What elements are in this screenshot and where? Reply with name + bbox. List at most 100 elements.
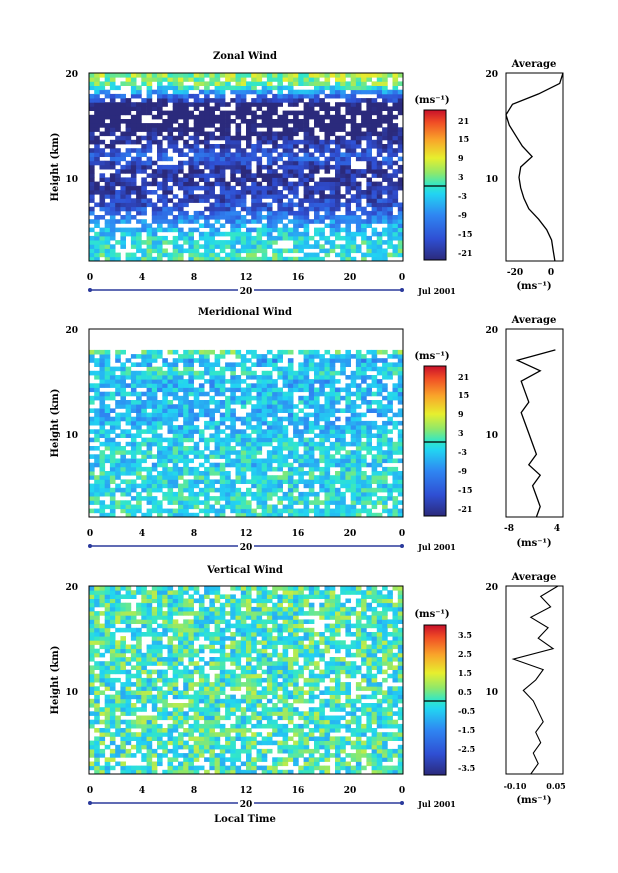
heatmap-cell (214, 206, 221, 212)
heatmap-cell (198, 508, 205, 514)
heatmap-cell (225, 673, 231, 679)
heatmap-cell (392, 98, 399, 103)
heatmap-cell (266, 81, 273, 86)
heatmap-cell (183, 715, 189, 721)
colorbar-tick: -15 (458, 485, 472, 495)
heatmap-cell (151, 370, 158, 376)
heatmap-cell (350, 89, 357, 95)
heatmap-cell (335, 500, 341, 505)
heatmap-cell (277, 215, 283, 220)
heatmap-cell (178, 586, 184, 591)
heatmap-cell (225, 491, 231, 497)
heatmap-cell (141, 450, 147, 455)
heatmap-cell (136, 496, 142, 501)
heatmap-cell (188, 715, 194, 721)
heatmap-cell (172, 598, 179, 604)
heatmap-cell (146, 164, 153, 170)
heatmap-cell (204, 354, 210, 359)
heatmap-cell (183, 496, 189, 501)
heatmap-cell (308, 106, 315, 111)
heatmap-cell (193, 416, 200, 422)
heatmap-cell (214, 732, 221, 737)
heatmap-cell (329, 219, 336, 224)
heatmap-cell (188, 682, 194, 687)
heatmap-cell (266, 223, 273, 228)
heatmap-cell (340, 458, 346, 464)
heatmap-cell (287, 437, 294, 443)
heatmap-cell (298, 471, 304, 476)
heatmap-cell (246, 252, 252, 258)
heatmap-cell (397, 441, 404, 447)
heatmap-cell (89, 139, 95, 145)
heatmap-cell (130, 657, 137, 662)
heatmap-cell (204, 619, 210, 624)
heatmap-cell (188, 707, 194, 712)
heatmap-cell (209, 210, 215, 216)
heatmap-cell (136, 198, 142, 203)
heatmap-cell (219, 400, 226, 405)
heatmap-cell (109, 420, 116, 426)
heatmap-cell (261, 458, 268, 464)
heatmap-cell (157, 433, 163, 438)
heatmap-cell (266, 85, 273, 91)
heatmap-cell (256, 231, 263, 237)
heatmap-cell (308, 391, 315, 397)
heatmap-cell (261, 85, 268, 91)
heatmap-cell (376, 446, 383, 451)
heatmap-cell (376, 93, 383, 99)
heatmap-cell (162, 89, 168, 95)
heatmap-cell (382, 387, 388, 393)
heatmap-cell (146, 144, 153, 149)
heatmap-cell (272, 110, 278, 116)
heatmap-cell (162, 632, 168, 637)
heatmap-cell (340, 387, 346, 393)
heatmap-cell (99, 102, 106, 107)
heatmap-cell (303, 354, 310, 359)
heatmap-cell (345, 240, 351, 245)
heatmap-cell (277, 114, 283, 120)
heatmap-cell (209, 73, 215, 78)
heatmap-cell (293, 223, 299, 228)
heatmap-cell (350, 370, 357, 376)
heatmap-cell (277, 420, 283, 426)
heatmap-cell (130, 496, 137, 501)
heatmap-cell (136, 235, 142, 241)
heatmap-cell (141, 420, 147, 426)
heatmap-cell (361, 194, 367, 199)
heatmap-cell (120, 135, 126, 141)
x-tick: 8 (191, 273, 197, 283)
heatmap-cell (240, 206, 247, 212)
heatmap-cell (125, 753, 132, 758)
heatmap-cell (94, 761, 100, 767)
heatmap-cell (172, 114, 179, 120)
heatmap-cell (392, 85, 399, 91)
heatmap-cell (235, 219, 242, 224)
heatmap-cell (230, 85, 236, 91)
heatmap-cell (109, 665, 116, 670)
heatmap-cell (261, 475, 268, 480)
heatmap-cell (293, 152, 299, 157)
heatmap-cell (209, 471, 215, 476)
heatmap-cell (162, 508, 168, 514)
heatmap-cell (209, 437, 215, 443)
heatmap-cell (109, 156, 116, 162)
heatmap-cell (99, 598, 106, 604)
heatmap-cell (293, 210, 299, 216)
heatmap-cell (198, 194, 205, 199)
heatmap-cell (382, 219, 388, 224)
heatmap-cell (382, 429, 388, 434)
heatmap-cell (287, 412, 294, 418)
heatmap-cell (157, 366, 163, 372)
heatmap-cell (361, 370, 367, 376)
heatmap-cell (167, 379, 174, 384)
heatmap-cell (125, 690, 132, 695)
heatmap-cell (329, 370, 336, 376)
heatmap-cell (125, 73, 132, 78)
heatmap-cell (146, 454, 153, 459)
heatmap-cell (329, 425, 336, 430)
heatmap-cell (314, 362, 320, 367)
heatmap-cell (382, 471, 388, 476)
heatmap-cell (219, 661, 226, 666)
heatmap-cell (157, 227, 163, 233)
heatmap-cell (361, 190, 367, 195)
